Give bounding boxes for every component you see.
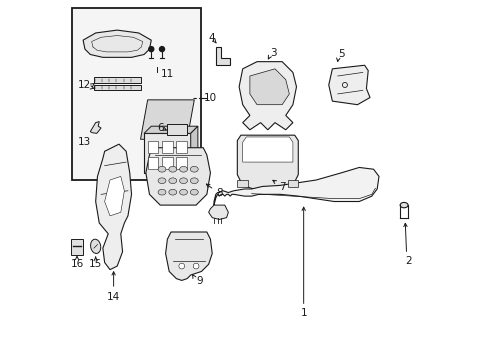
Bar xyxy=(94,77,140,83)
Text: 7: 7 xyxy=(278,182,285,192)
Ellipse shape xyxy=(179,178,187,184)
Polygon shape xyxy=(144,126,198,134)
Bar xyxy=(167,124,187,135)
Ellipse shape xyxy=(399,202,407,208)
Ellipse shape xyxy=(90,239,101,253)
Ellipse shape xyxy=(158,166,165,172)
Ellipse shape xyxy=(190,189,198,195)
Circle shape xyxy=(179,263,184,269)
Text: 15: 15 xyxy=(89,259,102,269)
Ellipse shape xyxy=(158,178,165,184)
Bar xyxy=(72,8,201,180)
Ellipse shape xyxy=(190,166,198,172)
Ellipse shape xyxy=(179,166,187,172)
Bar xyxy=(162,157,172,169)
Text: 12: 12 xyxy=(78,80,91,90)
Circle shape xyxy=(159,46,164,51)
Bar xyxy=(94,85,140,90)
Polygon shape xyxy=(90,122,101,134)
Circle shape xyxy=(193,263,199,269)
Text: 1: 1 xyxy=(300,308,306,318)
Bar xyxy=(287,180,298,187)
Bar xyxy=(162,140,172,153)
Polygon shape xyxy=(96,144,131,270)
Ellipse shape xyxy=(168,166,176,172)
Polygon shape xyxy=(328,65,369,105)
Polygon shape xyxy=(104,176,124,216)
Polygon shape xyxy=(239,62,296,130)
Polygon shape xyxy=(83,30,151,57)
Polygon shape xyxy=(249,69,289,105)
Bar xyxy=(176,157,187,169)
Bar xyxy=(70,239,83,255)
Text: 10: 10 xyxy=(203,93,217,103)
Ellipse shape xyxy=(168,189,176,195)
Text: 2: 2 xyxy=(405,256,411,266)
Polygon shape xyxy=(145,148,210,205)
Polygon shape xyxy=(215,47,230,65)
Bar xyxy=(147,140,158,153)
Text: 6: 6 xyxy=(157,123,163,133)
Text: 13: 13 xyxy=(78,138,91,147)
Polygon shape xyxy=(242,137,292,162)
Bar xyxy=(147,157,158,169)
Bar xyxy=(144,134,190,173)
Polygon shape xyxy=(140,100,194,139)
Bar xyxy=(237,180,247,187)
Bar xyxy=(176,140,187,153)
Text: 5: 5 xyxy=(337,49,344,59)
Text: 11: 11 xyxy=(161,69,174,79)
Polygon shape xyxy=(237,135,298,189)
Polygon shape xyxy=(190,126,198,173)
Ellipse shape xyxy=(158,189,165,195)
Polygon shape xyxy=(214,167,378,205)
Text: 16: 16 xyxy=(70,259,83,269)
Ellipse shape xyxy=(190,178,198,184)
Text: 8: 8 xyxy=(216,188,222,198)
Ellipse shape xyxy=(168,178,176,184)
Text: 9: 9 xyxy=(196,276,203,286)
Circle shape xyxy=(148,46,153,51)
Text: 14: 14 xyxy=(107,292,120,302)
Ellipse shape xyxy=(179,189,187,195)
Polygon shape xyxy=(165,232,212,280)
Text: 4: 4 xyxy=(208,33,215,43)
Text: 3: 3 xyxy=(269,48,276,58)
Polygon shape xyxy=(208,205,228,220)
